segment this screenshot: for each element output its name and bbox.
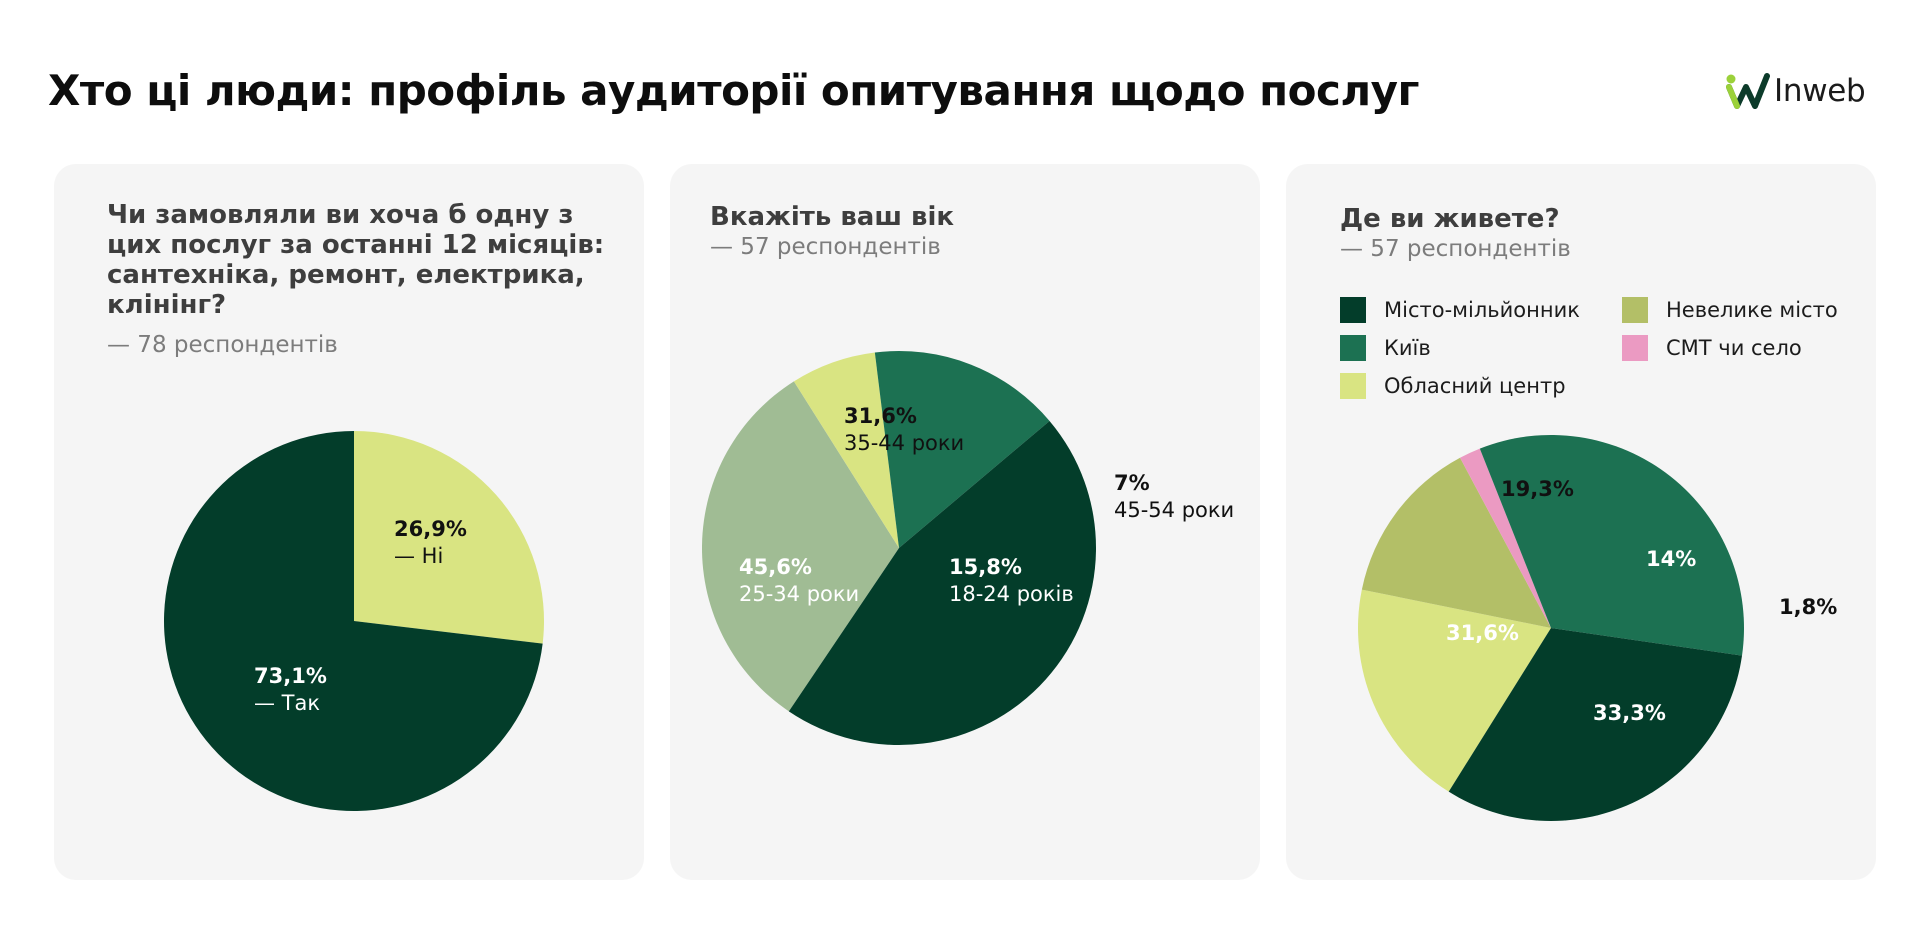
card-title: Чи замовляли ви хоча б одну з цих послуг… [107,200,605,320]
pie-slice [1479,435,1744,656]
legend-item: Невелике місто [1622,296,1838,324]
pie-slice [1358,589,1551,792]
slice-value-label: 7% [1114,471,1150,495]
card-title: Вкажіть ваш вік [710,202,955,232]
pie-slice [163,431,543,811]
slice-value-label: 33,3% [1593,701,1666,725]
slice-value-label: 19,3% [1501,477,1574,501]
legend-label: Невелике місто [1666,298,1838,322]
legend-label: Обласний центр [1384,374,1566,398]
legend-swatch [1340,335,1366,361]
slice-value-label: 15,8% [949,555,1022,579]
pie-slice [874,351,1050,548]
card-age: Вкажіть ваш вік — 57 респондентів 31,6% 3… [670,164,1260,880]
pie-slice [702,381,899,712]
pie-slice [788,420,1096,745]
legend: Місто-мільйонник Київ Обласний центр Нев… [1340,296,1860,416]
legend-label: Київ [1384,336,1431,360]
slice-category-label: 35-44 роки [844,431,964,455]
card-service-orders: Чи замовляли ви хоча б одну з цих послуг… [54,164,644,880]
pie-slice [1361,457,1551,628]
slice-category-label: 18-24 років [949,582,1074,606]
page-title: Хто ці люди: профіль аудиторії опитуванн… [48,66,1420,115]
legend-label: СМТ чи село [1666,336,1802,360]
legend-item: Місто-мільйонник [1340,296,1580,324]
slice-category-label: — Ні [394,544,443,568]
slice-category-label: — Так [254,691,320,715]
slice-value-label: 26,9% [394,517,467,541]
pie-chart-service-orders: 26,9% — Ні 73,1% — Так [163,431,544,811]
respondents-count: — 57 респондентів [1340,236,1571,262]
pie-chart-residence: 19,3% 14% 1,8% 33,3% 31,6% [1358,435,1837,821]
legend-swatch [1622,335,1648,361]
slice-category-label: 25-34 роки [739,582,859,606]
card-residence: Де ви живете? — 57 респондентів Місто-мі… [1286,164,1876,880]
legend-item: СМТ чи село [1622,334,1802,362]
brand-logo: Inweb [1726,70,1866,112]
slice-value-label: 45,6% [739,555,812,579]
legend-swatch [1340,373,1366,399]
legend-item: Обласний центр [1340,372,1566,400]
logo-mark-icon [1726,73,1770,109]
logo-text: Inweb [1774,73,1866,109]
card-title: Де ви живете? [1340,204,1560,234]
pie-slice [1460,448,1551,628]
slice-value-label: 31,6% [844,404,917,428]
legend-item: Київ [1340,334,1431,362]
pie-slice [1448,628,1743,821]
respondents-count: — 57 респондентів [710,234,941,260]
legend-swatch [1622,297,1648,323]
legend-label: Місто-мільйонник [1384,298,1580,322]
pie-slice [354,431,544,644]
pie-chart-age: 31,6% 35-44 роки 7% 45-54 роки 15,8% 18-24 ро… [702,351,1234,745]
legend-swatch [1340,297,1366,323]
slice-value-label: 1,8% [1779,595,1837,619]
slice-value-label: 14% [1646,547,1696,571]
respondents-count: — 78 респондентів [107,332,338,358]
slice-value-label: 73,1% [254,664,327,688]
slice-value-label: 31,6% [1446,621,1519,645]
slice-category-label: 45-54 роки [1114,498,1234,522]
pie-slice [793,352,899,548]
